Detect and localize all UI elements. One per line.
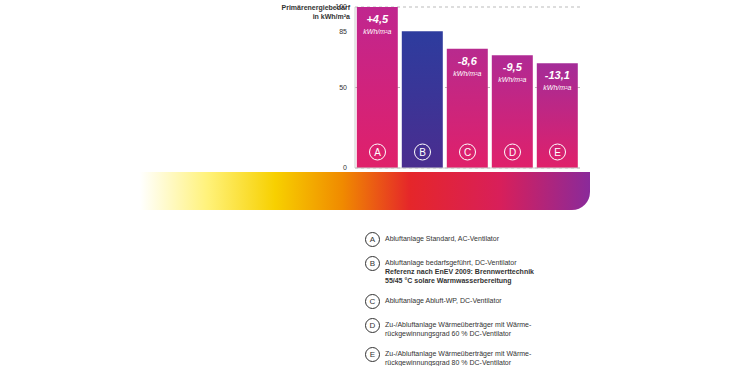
svg-text:0: 0	[343, 164, 347, 171]
svg-text:-13,1kWh/m²a: -13,1kWh/m²a	[543, 69, 571, 91]
svg-text:C: C	[464, 147, 471, 158]
svg-text:-9,5kWh/m²a: -9,5kWh/m²a	[498, 61, 526, 83]
svg-text:100: 100	[335, 3, 347, 10]
svg-text:A: A	[374, 147, 381, 158]
svg-text:50: 50	[339, 84, 347, 91]
svg-text:B: B	[419, 147, 426, 158]
svg-text:85: 85	[339, 28, 347, 35]
svg-text:D: D	[509, 147, 516, 158]
svg-text:+4,5kWh/m²a: +4,5kWh/m²a	[363, 13, 391, 35]
svg-text:E: E	[554, 147, 561, 158]
svg-text:-8,6kWh/m²a: -8,6kWh/m²a	[453, 55, 481, 77]
